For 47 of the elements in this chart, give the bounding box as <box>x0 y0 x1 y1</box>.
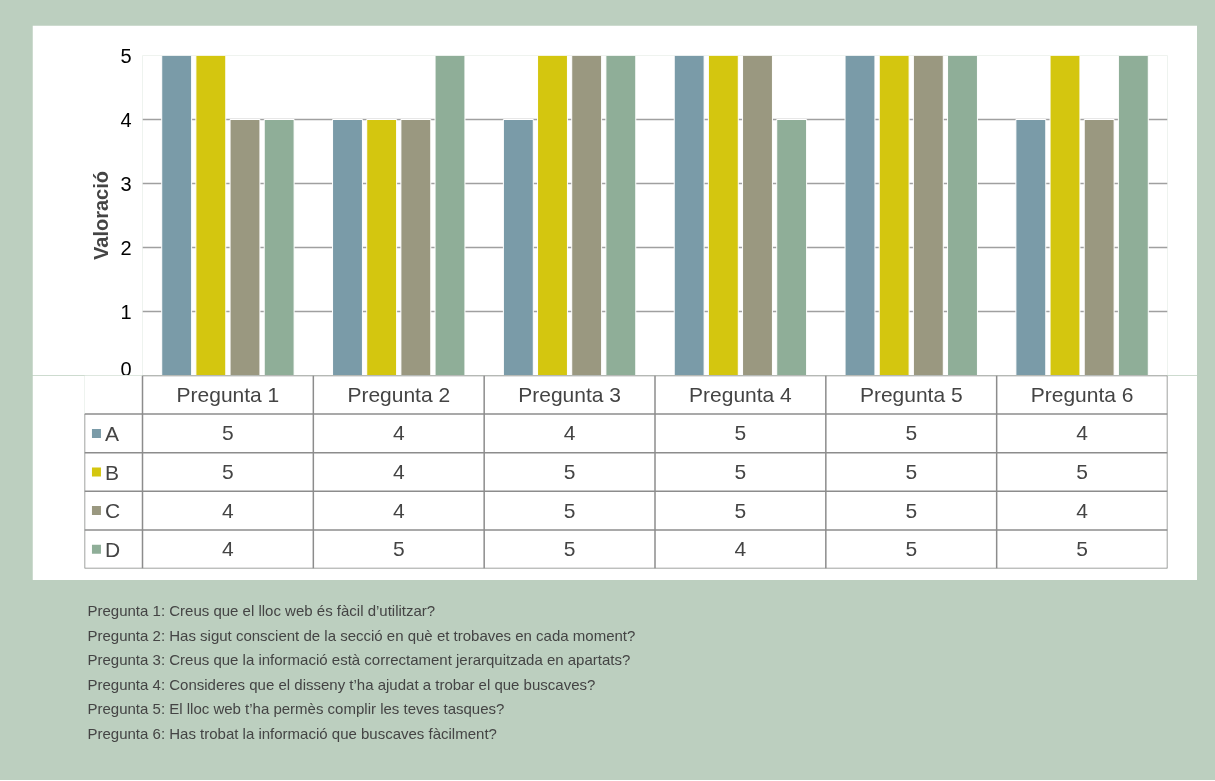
data-label: 5 <box>905 460 918 483</box>
legend-label: A <box>105 421 120 445</box>
data-label: 5 <box>734 460 747 483</box>
data-label: 4 <box>1076 498 1089 522</box>
text: Pregunta 4: Consideres que el disseny t’ha ajudat a trobar el que buscaves? <box>87 675 596 693</box>
text: Pregunta 3: Creus que la informació està correctament jerarquitzada en apartats? <box>87 651 631 668</box>
data-label: 4 <box>1076 421 1089 445</box>
x-tick-label: Pregunta 5 <box>859 383 963 407</box>
y-tick-label: 0 <box>120 357 132 380</box>
data-label: 5 <box>905 537 918 561</box>
x-tick-label: Pregunta 2 <box>347 383 451 407</box>
text: Pregunta 5: El lloc web t’ha permès complir les teves tasques? <box>87 700 505 717</box>
data-label: 4 <box>222 537 235 561</box>
legend-label: D <box>105 537 121 561</box>
y-tick-label: 3 <box>120 172 132 195</box>
data-label: 5 <box>222 460 234 483</box>
data-label: 5 <box>734 421 747 445</box>
x-tick-label: Pregunta 3 <box>518 383 621 407</box>
y-tick-label: 4 <box>120 108 132 131</box>
data-label: 5 <box>563 537 576 561</box>
data-label: 5 <box>1076 537 1088 561</box>
data-label: 5 <box>1076 460 1088 483</box>
text: Pregunta 6: Has trobat la informació que buscaves fàcilment? <box>87 724 497 742</box>
data-label: 4 <box>222 498 235 522</box>
data-label: 4 <box>392 498 405 522</box>
data-label: 5 <box>905 421 918 445</box>
y-tick-label: 1 <box>120 300 132 323</box>
data-label: 5 <box>905 498 918 522</box>
data-label: 4 <box>392 421 405 445</box>
legend-label: C <box>105 499 121 523</box>
y-axis-title: Valoració <box>90 171 113 260</box>
data-label: 4 <box>392 460 405 483</box>
data-label: 5 <box>734 498 747 522</box>
text: Pregunta 2: Has sigut conscient de la secció en què et trobaves en cada moment? <box>87 626 636 644</box>
data-label: 5 <box>563 498 576 522</box>
x-tick-label: Pregunta 1 <box>176 383 280 407</box>
data-label: 5 <box>563 460 576 483</box>
y-tick-label: 2 <box>120 236 132 259</box>
data-label: 4 <box>734 537 747 561</box>
legend-label: B <box>105 460 120 484</box>
data-label: 5 <box>392 537 405 561</box>
x-tick-label: Pregunta 6 <box>1030 383 1134 407</box>
y-tick-label: 5 <box>120 44 132 67</box>
data-label: 5 <box>222 421 234 445</box>
data-label: 4 <box>563 421 576 445</box>
text: Pregunta 1: Creus que el lloc web és fàcil d’utilitzar? <box>87 602 436 619</box>
x-tick-label: Pregunta 4 <box>689 383 793 407</box>
